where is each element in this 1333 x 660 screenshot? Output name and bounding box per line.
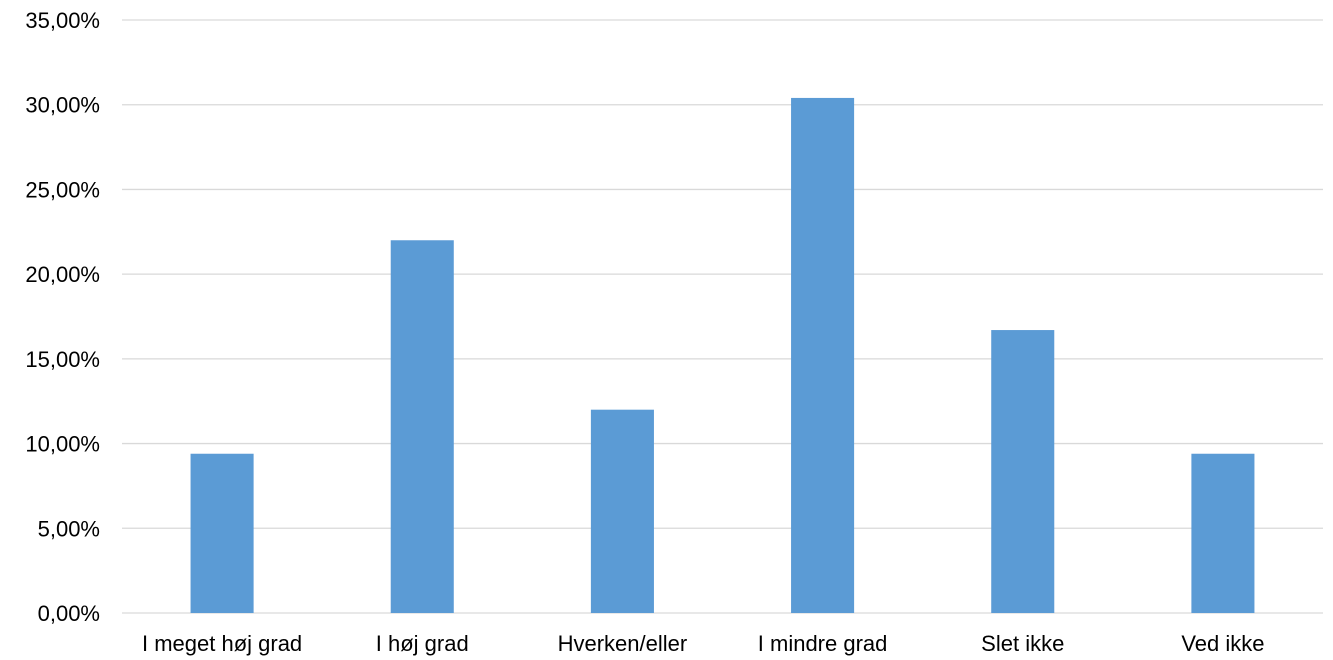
bar [991,330,1055,613]
y-tick-label: 5,00% [38,516,100,541]
y-tick-label: 25,00% [25,177,100,202]
bar [791,97,855,614]
gridlines [122,19,1323,614]
y-tick-label: 10,00% [25,432,100,457]
bar [1191,453,1255,613]
y-tick-label: 20,00% [25,262,100,287]
bar [590,409,654,613]
x-axis-category-labels: I meget høj grad I høj grad Hverken/eller I… [142,631,1265,656]
y-tick-label: 15,00% [25,347,100,372]
x-category-label: I høj grad [376,631,469,656]
x-category-label: Hverken/eller [558,631,688,656]
x-category-label: Ved ikke [1181,631,1264,656]
bar [390,240,454,613]
y-tick-label: 30,00% [25,93,100,118]
x-category-label: I meget høj grad [142,631,302,656]
x-category-label: I mindre grad [758,631,888,656]
bars [190,97,1255,614]
y-tick-label: 0,00% [38,601,100,626]
y-tick-label: 35,00% [25,8,100,33]
x-category-label: Slet ikke [981,631,1064,656]
y-axis-tick-labels: 0,00% 5,00% 10,00% 15,00% 20,00% 25,00% 30,00%… [25,8,100,626]
bar [190,453,254,613]
